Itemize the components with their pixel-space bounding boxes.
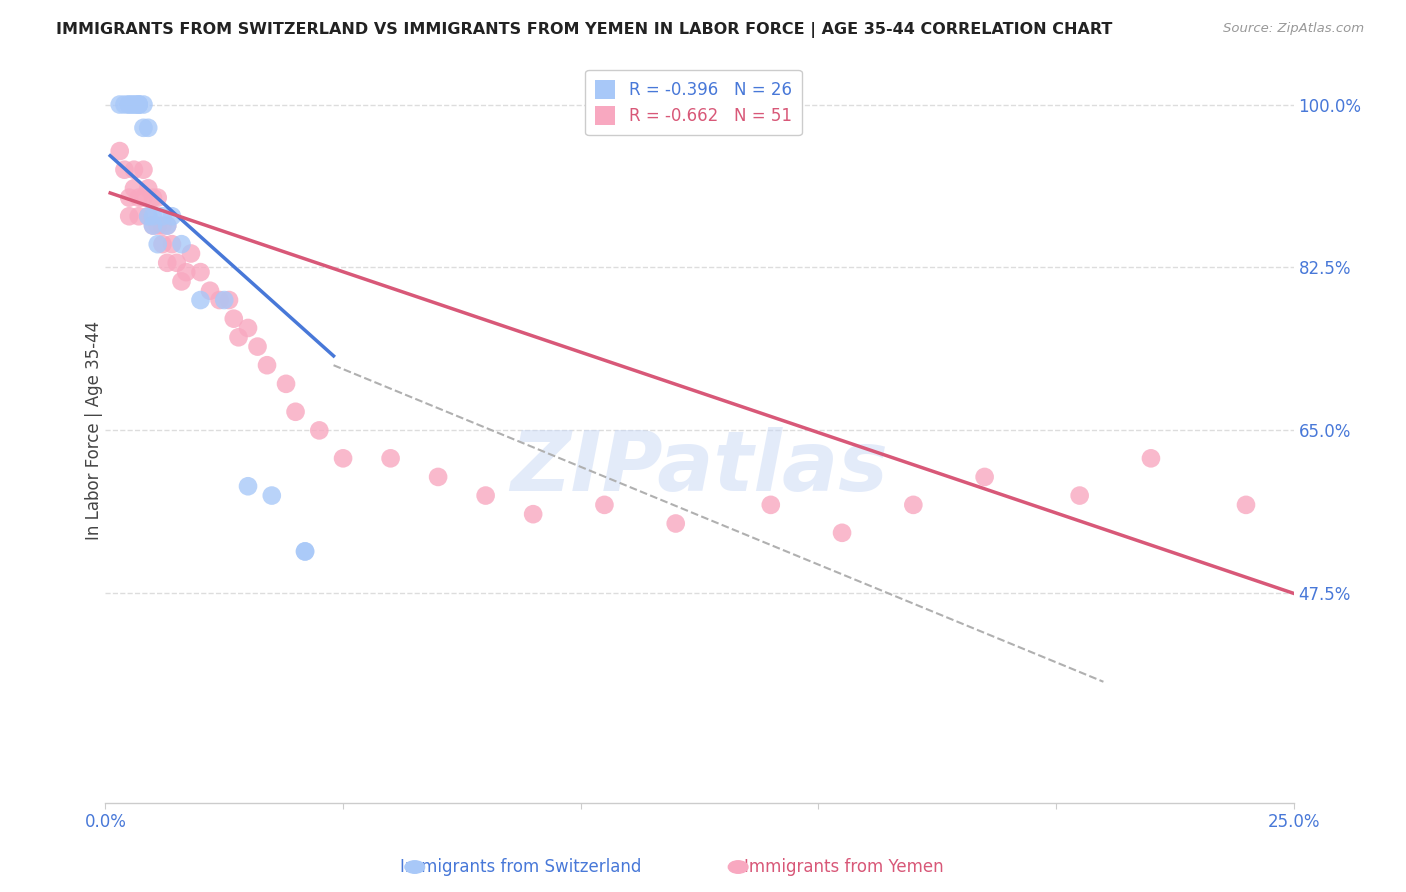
Point [108,144,131,158]
Point [136,209,159,223]
Point [132,162,155,177]
Point [142,219,165,233]
Point [903,498,925,512]
Point [174,265,197,279]
Point [222,311,245,326]
Point [122,97,145,112]
Point [128,209,150,223]
Point [665,516,688,531]
Point [1069,489,1091,503]
Point [236,321,259,335]
Point [118,97,141,112]
Point [246,340,269,354]
Point [156,219,179,233]
Point [973,470,995,484]
Point [128,97,150,112]
Point [332,451,354,466]
Point [1140,451,1163,466]
Point [198,284,221,298]
Point [831,525,853,540]
Point [114,97,136,112]
Point [190,293,212,307]
Point [142,209,165,223]
Point [522,507,544,521]
Point [190,265,212,279]
Point [759,498,782,512]
Point [160,209,183,223]
Point [128,191,150,205]
Point [128,97,150,112]
Point [132,120,155,135]
Point [256,358,278,372]
Point [118,191,141,205]
Point [122,97,145,112]
Legend: R = -0.396   N = 26, R = -0.662   N = 51: R = -0.396 N = 26, R = -0.662 N = 51 [585,70,801,136]
Point [136,209,159,223]
Point [142,219,165,233]
Point [146,191,169,205]
Point [284,405,307,419]
Point [136,120,159,135]
Point [152,209,174,223]
Point [152,237,174,252]
Point [142,191,165,205]
Point [170,237,193,252]
Point [180,246,202,260]
Point [593,498,616,512]
Text: Immigrants from Switzerland: Immigrants from Switzerland [399,858,641,876]
Point [308,424,330,438]
Point [474,489,496,503]
Point [427,470,450,484]
Point [160,237,183,252]
Point [156,219,179,233]
Point [236,479,259,493]
Point [122,181,145,195]
Point [208,293,231,307]
Point [152,219,174,233]
Point [214,293,236,307]
Point [132,97,155,112]
Point [136,181,159,195]
Point [380,451,402,466]
Point [218,293,240,307]
Point [294,544,316,558]
Point [146,219,169,233]
Point [274,376,297,391]
Point [260,489,283,503]
Point [114,162,136,177]
Point [132,191,155,205]
Y-axis label: In Labor Force | Age 35-44: In Labor Force | Age 35-44 [86,321,103,540]
Point [128,97,150,112]
Point [108,97,131,112]
Point [294,544,316,558]
Point [122,162,145,177]
Point [156,256,179,270]
Point [170,275,193,289]
Text: Source: ZipAtlas.com: Source: ZipAtlas.com [1223,22,1364,36]
Text: IMMIGRANTS FROM SWITZERLAND VS IMMIGRANTS FROM YEMEN IN LABOR FORCE | AGE 35-44 : IMMIGRANTS FROM SWITZERLAND VS IMMIGRANT… [56,22,1112,38]
Point [1234,498,1257,512]
Text: ZIPatlas: ZIPatlas [510,427,889,508]
Point [118,209,141,223]
Point [228,330,250,344]
Text: Immigrants from Yemen: Immigrants from Yemen [744,858,943,876]
Point [166,256,188,270]
Point [146,237,169,252]
Point [118,97,141,112]
